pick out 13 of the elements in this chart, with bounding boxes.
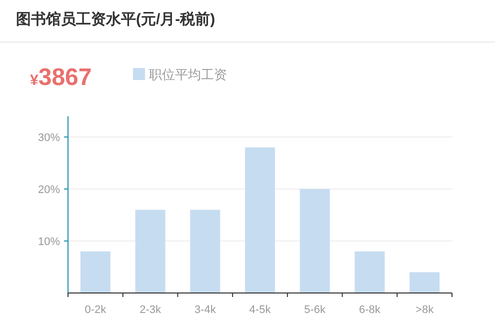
y-tick-label: 10% (38, 236, 60, 248)
x-tick-label: 3-4k (194, 304, 216, 316)
x-tick-label: 2-3k (140, 304, 162, 316)
y-tick-label: 20% (38, 184, 60, 196)
chart-title: 图书馆员工资水平(元/月-税前) (16, 11, 216, 28)
x-tick-label: 6-8k (359, 304, 381, 316)
text: ¥3867 (30, 64, 92, 91)
legend-label: 职位平均工资 (149, 67, 227, 82)
x-tick-label: 5-6k (304, 304, 326, 316)
x-tick-label: >8k (416, 304, 434, 316)
y-tick-label: 30% (38, 132, 60, 144)
x-tick-label: 0-2k (84, 304, 107, 316)
x-tick-label: 4-5k (249, 304, 272, 316)
